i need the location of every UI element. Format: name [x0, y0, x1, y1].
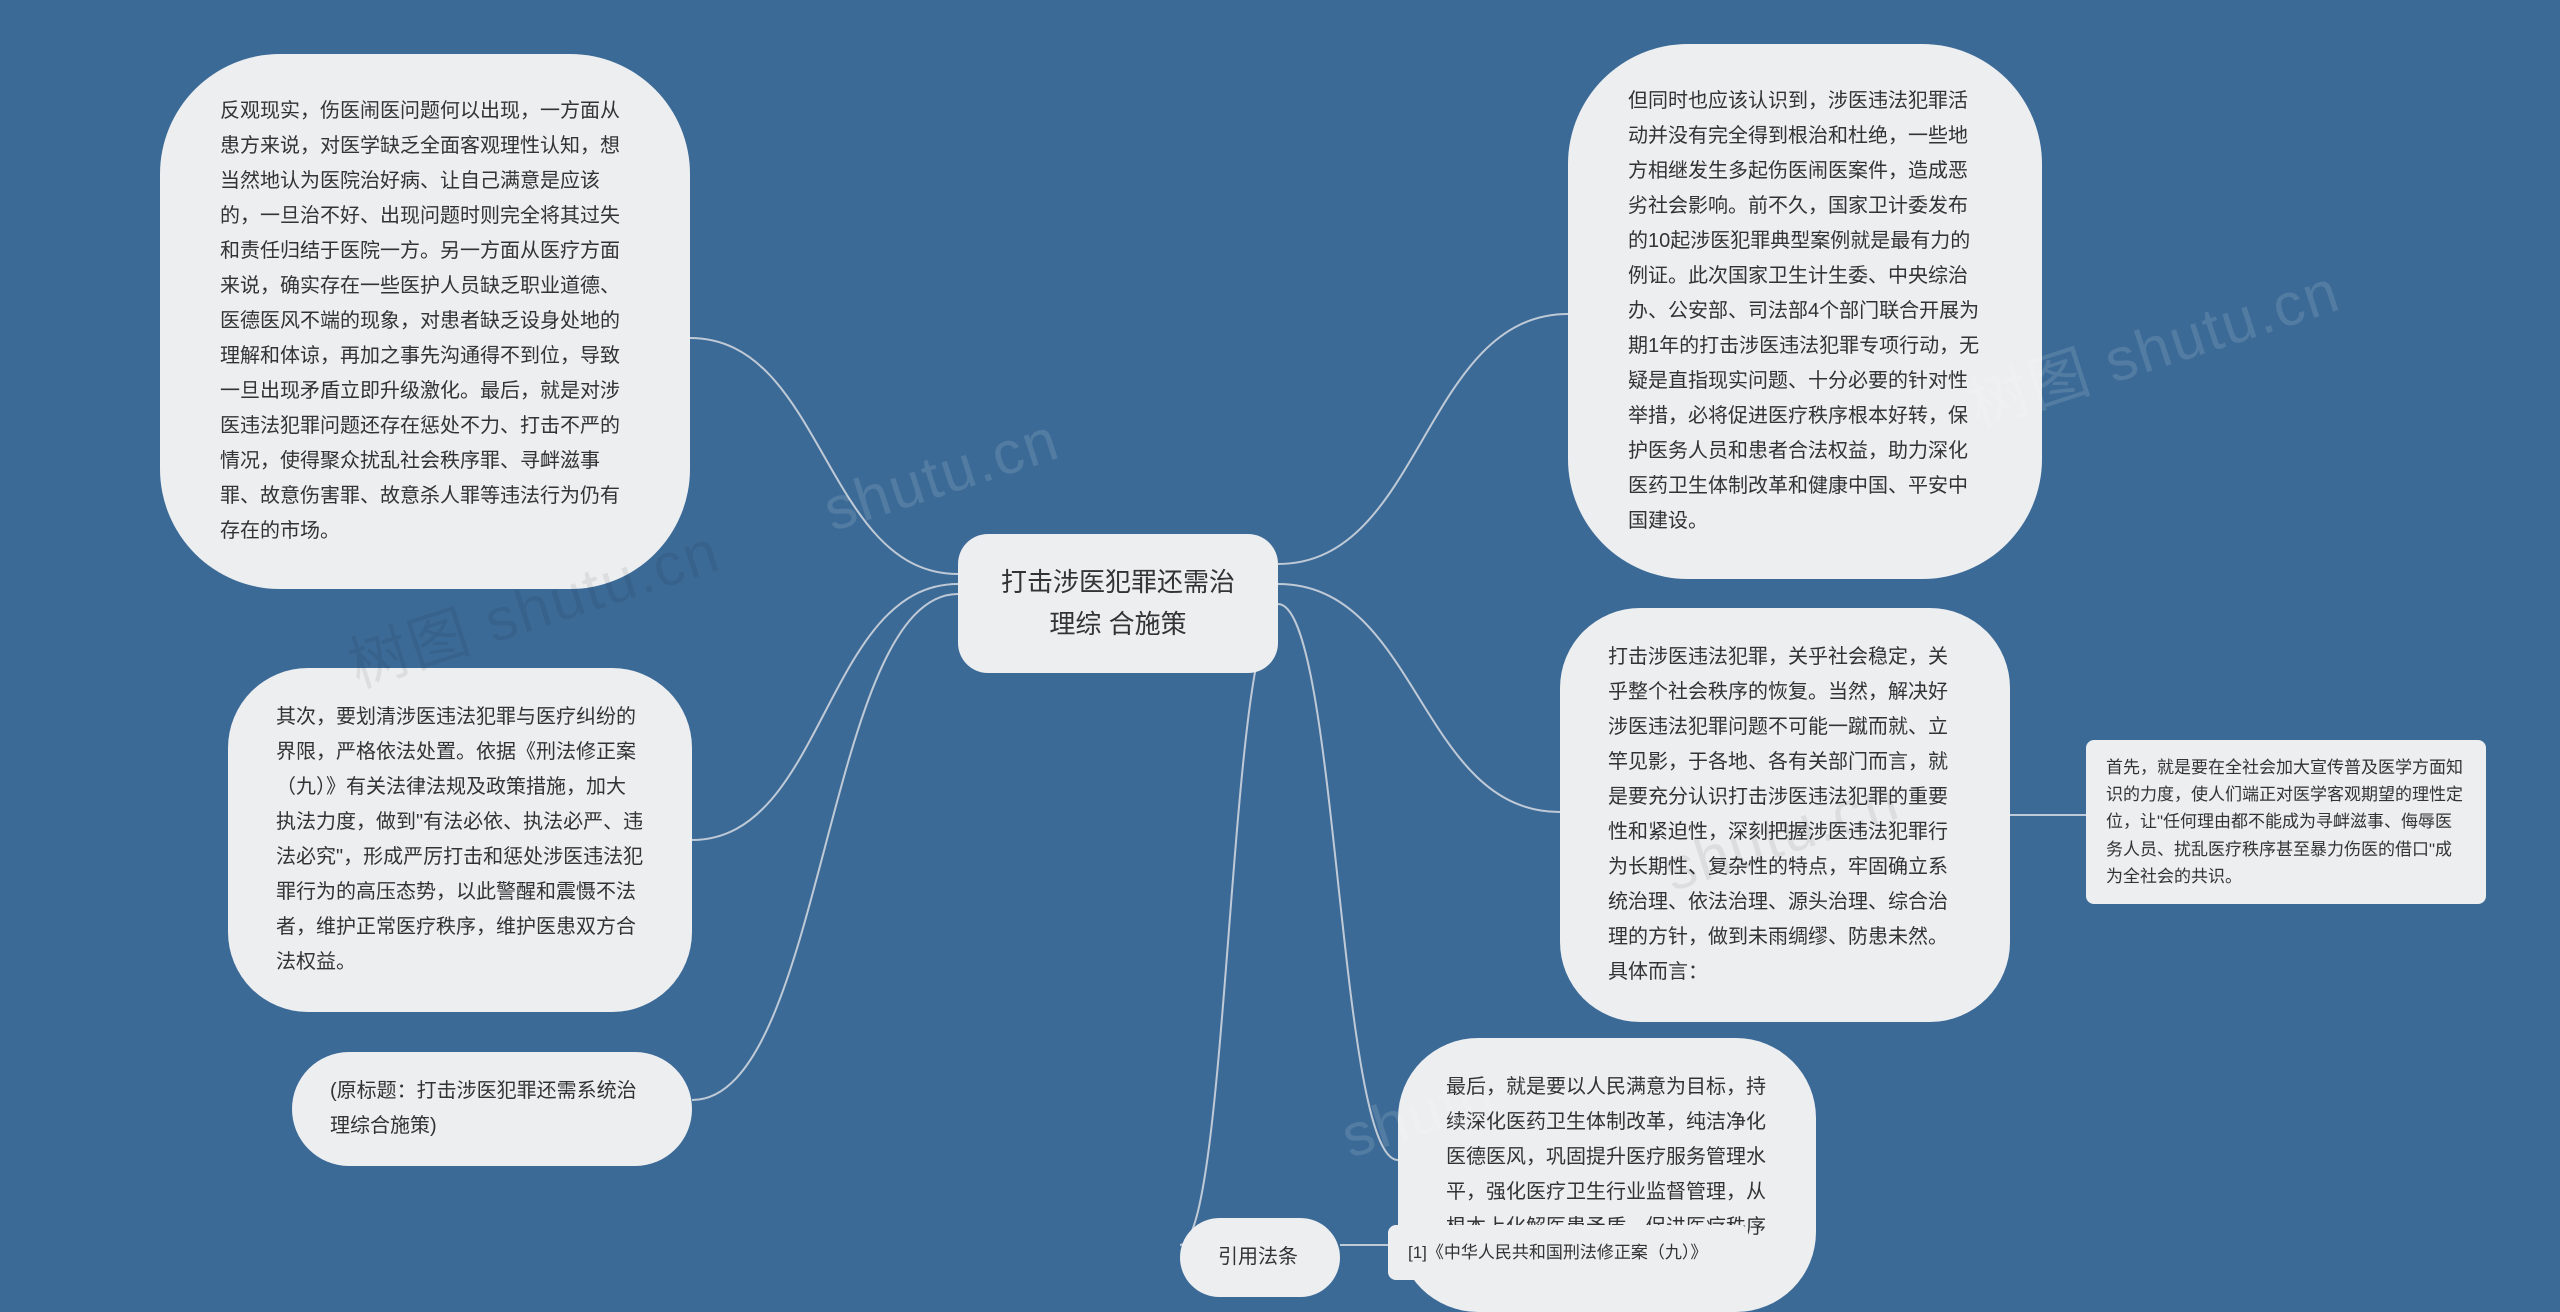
right-node-4-text: 引用法条	[1218, 1246, 1298, 1268]
left-node-2[interactable]: 其次，要划清涉医违法犯罪与医疗纠纷的界限，严格依法处置。依据《刑法修正案（九）》…	[228, 668, 692, 1012]
center-node[interactable]: 打击涉医犯罪还需治理综 合施策	[958, 534, 1278, 673]
right-node-1[interactable]: 但同时也应该认识到，涉医违法犯罪活动并没有完全得到根治和杜绝，一些地方相继发生多…	[1568, 44, 2042, 579]
right-node-1-text: 但同时也应该认识到，涉医违法犯罪活动并没有完全得到根治和杜绝，一些地方相继发生多…	[1628, 90, 1979, 532]
right-node-4-child[interactable]: [1]《中华人民共和国刑法修正案（九）》	[1388, 1225, 1748, 1280]
left-node-3[interactable]: (原标题：打击涉医犯罪还需系统治理综合施策)	[292, 1052, 692, 1166]
right-node-2[interactable]: 打击涉医违法犯罪，关乎社会稳定，关乎整个社会秩序的恢复。当然，解决好涉医违法犯罪…	[1560, 608, 2010, 1022]
right-node-4-child-text: [1]《中华人民共和国刑法修正案（九）》	[1408, 1243, 1707, 1262]
center-node-text: 打击涉医犯罪还需治理综 合施策	[1001, 567, 1235, 639]
left-node-1[interactable]: 反观现实，伤医闹医问题何以出现，一方面从患方来说，对医学缺乏全面客观理性认知，想…	[160, 54, 690, 589]
right-node-2-text: 打击涉医违法犯罪，关乎社会稳定，关乎整个社会秩序的恢复。当然，解决好涉医违法犯罪…	[1608, 646, 1948, 983]
left-node-1-text: 反观现实，伤医闹医问题何以出现，一方面从患方来说，对医学缺乏全面客观理性认知，想…	[220, 100, 620, 542]
right-node-4[interactable]: 引用法条	[1180, 1218, 1340, 1297]
left-node-2-text: 其次，要划清涉医违法犯罪与医疗纠纷的界限，严格依法处置。依据《刑法修正案（九）》…	[276, 706, 643, 973]
watermark: shutu.cn	[815, 404, 1067, 545]
left-node-3-text: (原标题：打击涉医犯罪还需系统治理综合施策)	[330, 1080, 637, 1137]
right-node-2-child[interactable]: 首先，就是要在全社会加大宣传普及医学方面知识的力度，使人们端正对医学客观期望的理…	[2086, 740, 2486, 904]
right-node-2-child-text: 首先，就是要在全社会加大宣传普及医学方面知识的力度，使人们端正对医学客观期望的理…	[2106, 758, 2463, 886]
